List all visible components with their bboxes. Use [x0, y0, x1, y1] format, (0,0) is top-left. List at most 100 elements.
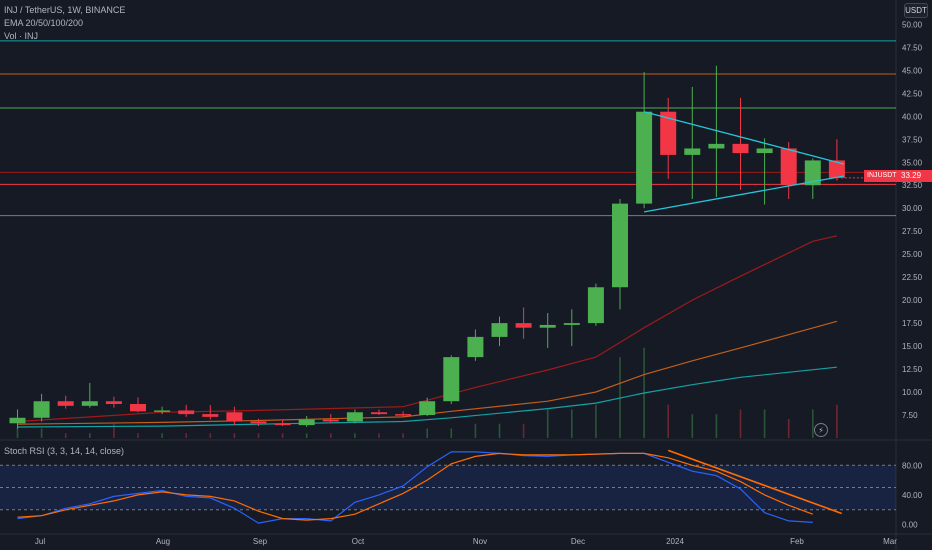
volume-bar [522, 423, 525, 438]
candle-body [395, 414, 412, 416]
candle-body [322, 419, 339, 422]
candle-body [130, 403, 146, 412]
stoch-rsi-k-line [17, 451, 813, 524]
volume-bar [763, 409, 766, 438]
volume-bar [233, 433, 236, 438]
price-axis-label: 22.50 [902, 273, 923, 282]
volume-bar [305, 433, 308, 438]
candle-body [178, 410, 195, 415]
candle-body [804, 160, 821, 186]
time-axis-label: Nov [473, 537, 487, 546]
candle-body [587, 287, 604, 324]
volume-bar [667, 404, 669, 438]
volume-bar [40, 428, 43, 438]
time-axis-label: Aug [156, 537, 170, 546]
price-axis-label: 50.00 [902, 20, 923, 29]
candle-body [539, 324, 556, 328]
candle-body [33, 401, 50, 418]
volume-bar [836, 404, 838, 438]
price-axis-label: 7.50 [902, 411, 918, 420]
price-axis-label: 30.00 [902, 204, 923, 213]
volume-bar [257, 433, 260, 438]
volume-bar [354, 433, 356, 438]
price-axis-label: 10.00 [902, 388, 923, 397]
price-axis-label: 27.50 [902, 227, 923, 236]
stoch-rsi-legend[interactable]: Stoch RSI (3, 3, 14, 14, close) [4, 446, 125, 456]
symbol-legend[interactable]: INJ / TetherUS, 1W, BINANCE [4, 5, 126, 15]
volume-bar [571, 409, 573, 438]
triangle-trendline [643, 111, 845, 165]
price-axis-label: 47.50 [902, 43, 923, 52]
last-price-value: 33.29 [898, 170, 932, 182]
volume-bar [378, 433, 380, 438]
volume-bar [402, 433, 404, 438]
price-axis-label: 37.50 [902, 135, 923, 144]
rsi-trendline [667, 449, 842, 515]
price-axis-label: 45.00 [902, 66, 923, 75]
ema-legend[interactable]: EMA 20/50/100/200 [4, 18, 84, 28]
stoch-rsi-d-line [17, 452, 814, 521]
volume-bar [281, 433, 284, 438]
volume-bar [715, 414, 718, 438]
volume-bar [546, 409, 549, 438]
rsi-axis-label: 80.00 [902, 461, 923, 470]
time-axis-label: Sep [253, 537, 268, 546]
candle-body [81, 401, 98, 406]
rsi-axis-label: 40.00 [902, 491, 923, 500]
candle-body [491, 323, 508, 337]
time-axis-label: Dec [571, 537, 585, 546]
volume-bar [498, 423, 501, 438]
candle-body [443, 357, 460, 402]
candle-body [467, 336, 484, 358]
candle-body [154, 410, 171, 412]
ema-line [17, 235, 838, 423]
rsi-axis-label: 0.00 [902, 521, 918, 530]
price-axis-label: 42.50 [902, 89, 923, 98]
candle-body [563, 323, 580, 325]
volume-bar [787, 419, 790, 438]
volume-bar [450, 428, 453, 438]
time-axis-label: Jul [35, 537, 45, 546]
volume-bar [89, 433, 91, 438]
candle-body [202, 414, 219, 417]
volume-bar [330, 433, 332, 438]
triangle-trendline [643, 175, 845, 213]
price-axis-label: 40.00 [902, 112, 923, 121]
volume-bar [137, 433, 139, 438]
price-axis-label: 32.50 [902, 181, 923, 190]
candle-body [250, 421, 267, 424]
volume-bar [812, 409, 814, 438]
volume-bar [185, 433, 187, 438]
volume-bar [691, 414, 694, 438]
candle-body [684, 148, 701, 155]
candle-body [274, 423, 291, 426]
ema-line [17, 366, 837, 428]
volume-bar [16, 428, 19, 438]
price-axis-label: 25.00 [902, 250, 923, 259]
candle-body [515, 323, 532, 328]
candle-body [756, 148, 773, 154]
price-axis-label: 20.00 [902, 296, 923, 305]
time-axis-label: 2024 [666, 537, 684, 546]
bolt-icon[interactable]: ⚡ [814, 423, 828, 437]
candle-body [708, 143, 725, 149]
candle-body [346, 412, 363, 422]
volume-bar [739, 409, 742, 438]
volume-bar [474, 423, 477, 438]
candle-body [828, 160, 845, 178]
candle-body [780, 148, 797, 186]
volume-bar [113, 423, 115, 438]
candle-body [105, 401, 122, 404]
currency-button[interactable]: USDT [904, 3, 928, 18]
candle-body [298, 419, 315, 426]
candle-body [371, 412, 387, 415]
volume-legend[interactable]: Vol · INJ [4, 31, 39, 41]
candle-body [612, 203, 628, 288]
candle-body [9, 417, 26, 424]
candle-body [419, 401, 436, 416]
candle-body [226, 412, 243, 422]
time-axis-label: Mar [883, 537, 897, 546]
price-axis-label: 17.50 [902, 319, 923, 328]
ema-line [17, 320, 838, 425]
